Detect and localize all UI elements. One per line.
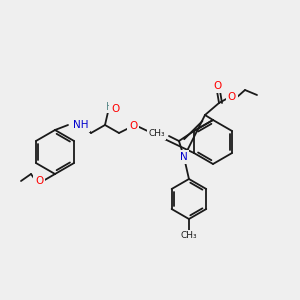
Text: O: O	[213, 81, 221, 91]
Text: O: O	[228, 92, 236, 102]
Text: O: O	[35, 176, 43, 186]
Text: NH: NH	[73, 120, 88, 130]
Text: CH₃: CH₃	[148, 130, 165, 139]
Text: N: N	[180, 152, 188, 162]
Text: CH₃: CH₃	[181, 232, 197, 241]
Text: H: H	[106, 102, 114, 112]
Text: O: O	[111, 104, 119, 114]
Text: O: O	[129, 121, 137, 131]
